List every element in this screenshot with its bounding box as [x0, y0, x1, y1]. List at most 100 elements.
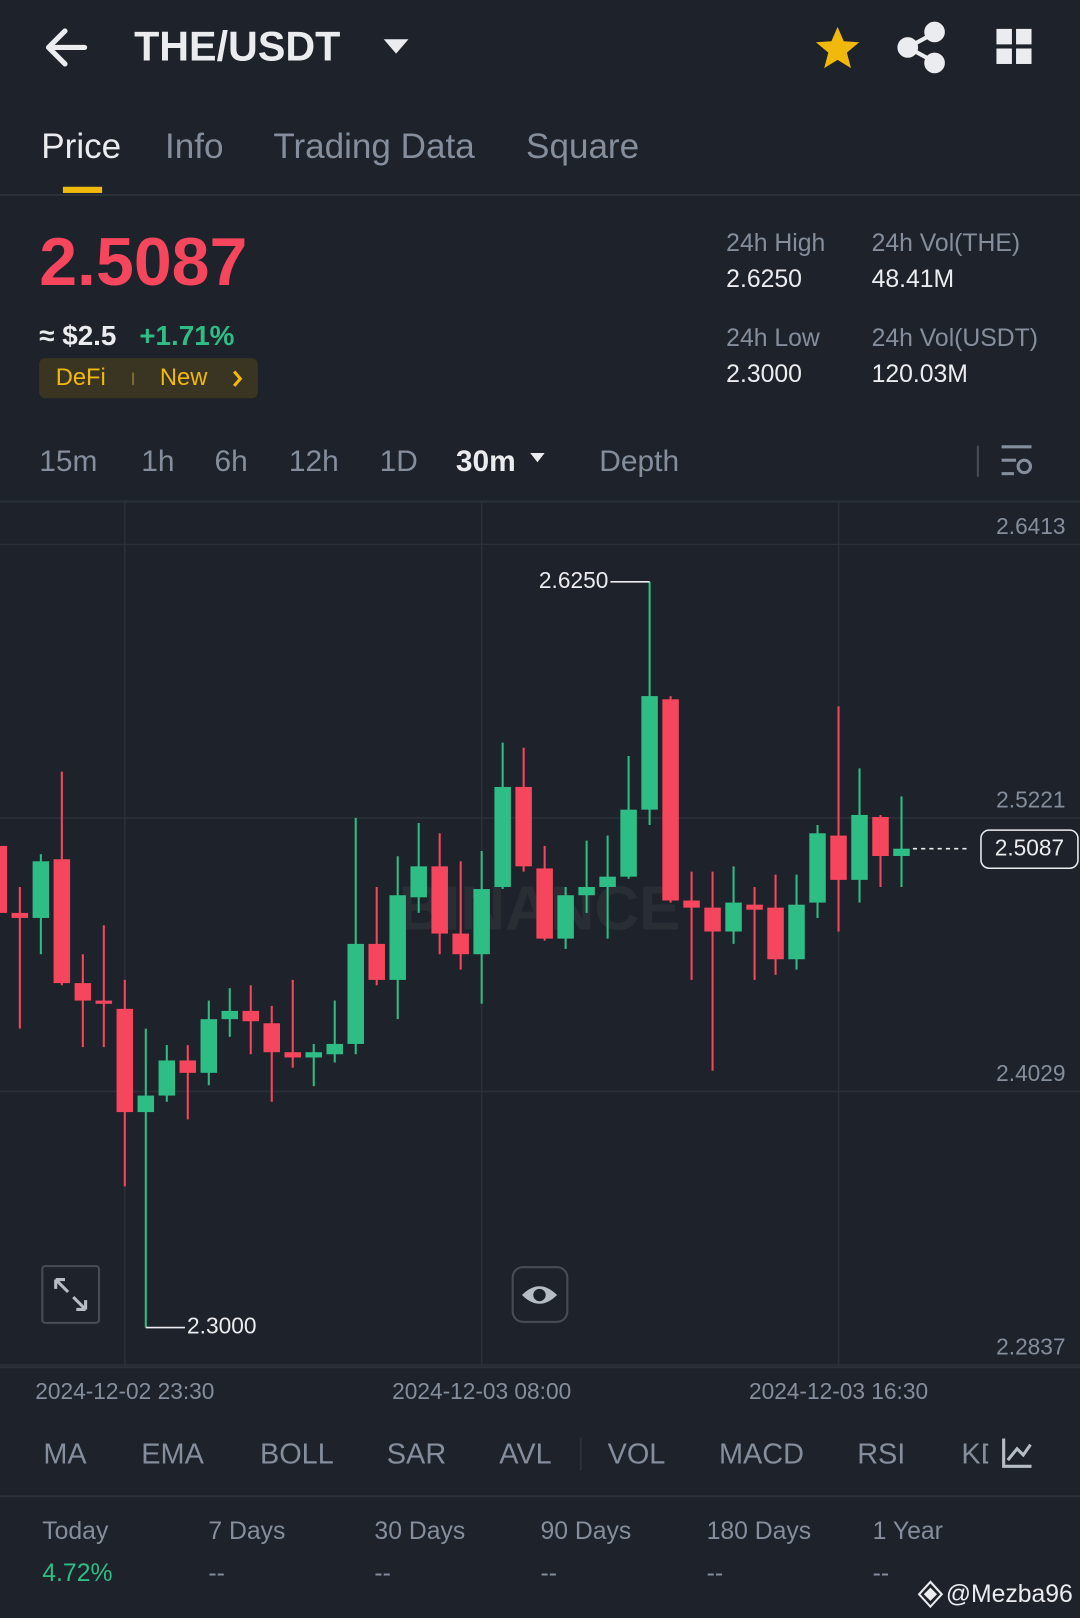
pair-dropdown[interactable] [383, 39, 409, 54]
credit: @Mezba96 [946, 1581, 1073, 1608]
candle-body [704, 907, 721, 932]
tag[interactable]: DeFi [56, 365, 106, 391]
tag[interactable]: New [160, 365, 208, 391]
candle-body [788, 904, 805, 960]
interval[interactable]: Depth [599, 445, 679, 478]
candle-body [368, 943, 385, 980]
candle-body [326, 1043, 343, 1055]
credit-icon [917, 1580, 944, 1609]
interval[interactable]: 12h [289, 445, 339, 478]
stat-label: 24h Vol(THE) [872, 230, 1021, 257]
price-change: +1.71% [139, 320, 234, 351]
period-value: 4.72% [42, 1560, 112, 1587]
period-value: -- [873, 1560, 889, 1587]
tab[interactable]: Square [526, 127, 639, 166]
interval-active[interactable]: 30m [456, 445, 516, 478]
candle-body [809, 833, 826, 903]
candle-body [830, 835, 847, 880]
stat-value: 48.41M [872, 266, 955, 293]
candle-body [242, 1010, 260, 1022]
fiat-price: ≈ $2.5 [39, 320, 116, 351]
y-tick-label: 2.4029 [996, 1060, 1065, 1086]
indicator[interactable]: MACD [719, 1439, 804, 1471]
extreme-label: 2.6250 [539, 567, 608, 593]
interval[interactable]: 6h [215, 445, 248, 478]
last-price-box [980, 829, 1079, 870]
tab-indicator [62, 186, 103, 193]
candle-body [620, 809, 637, 877]
y-tick-label: 2.5221 [996, 786, 1065, 812]
period-label: 7 Days [208, 1518, 285, 1545]
interval-dropdown[interactable] [530, 452, 545, 463]
pair-title[interactable]: THE/USDT [134, 23, 340, 69]
stat-value: 120.03M [872, 361, 968, 388]
candle-body [683, 900, 700, 908]
y-tick-label: 2.6413 [996, 513, 1065, 539]
candle-body [767, 907, 784, 960]
x-tick-label: 2024-12-03 16:30 [749, 1378, 928, 1404]
indicator[interactable]: MA [43, 1439, 87, 1471]
indicator[interactable]: RSI [857, 1439, 905, 1471]
candle-body [347, 943, 364, 1044]
indicator-settings[interactable] [1002, 1438, 1032, 1468]
candle-body [431, 866, 448, 934]
last-price: 2.5087 [39, 224, 247, 300]
chart-labels: 2.6413 2.5221 2.4029 2.2837 2024-12-02 23:30… [35, 513, 1079, 1404]
stat-value: 2.3000 [726, 361, 802, 388]
candle-body [74, 983, 92, 1001]
candle-body [662, 699, 679, 901]
tag-box[interactable] [39, 358, 258, 399]
candle-body [578, 886, 595, 896]
period-value: -- [707, 1560, 723, 1587]
back-button[interactable] [45, 28, 88, 67]
period-label: 30 Days [374, 1518, 465, 1545]
favorite-star[interactable] [815, 26, 860, 69]
candle-body [893, 848, 910, 857]
fullscreen-button[interactable] [41, 1265, 101, 1324]
candle-body [557, 895, 574, 939]
visibility-button[interactable] [511, 1266, 569, 1323]
stat-label: 24h Low [726, 325, 820, 352]
stat-label: 24h Vol(USDT) [872, 325, 1038, 352]
candle-body [263, 1023, 281, 1053]
candle-body [473, 889, 490, 955]
period-label: Today [42, 1518, 109, 1545]
indicator[interactable]: AVL [499, 1439, 551, 1471]
tab[interactable]: Price [41, 127, 121, 166]
candle-body [599, 876, 616, 887]
indicator[interactable]: VOL [608, 1439, 666, 1471]
stat-value: 2.6250 [726, 266, 802, 293]
tab[interactable]: Info [165, 127, 223, 166]
candle-body [0, 845, 8, 913]
candle-body [389, 895, 406, 980]
extreme-label: 2.3000 [187, 1313, 256, 1339]
candle-body [137, 1095, 155, 1113]
indicator[interactable]: SAR [387, 1439, 446, 1471]
period-label: 1 Year [873, 1518, 943, 1545]
candle-body [725, 902, 742, 932]
interval[interactable]: 1D [380, 445, 418, 478]
y-tick-label: 2.2837 [996, 1333, 1065, 1359]
candle-body [32, 861, 50, 918]
interval[interactable]: 15m [39, 445, 97, 478]
candle-body [11, 912, 29, 918]
period-value: -- [374, 1560, 390, 1587]
period-label: 180 Days [707, 1518, 812, 1545]
candle-body [872, 817, 889, 857]
last-price-label: 2.5087 [995, 835, 1064, 861]
share-button[interactable] [897, 21, 945, 74]
chart-settings[interactable] [1001, 445, 1033, 476]
candle-body [452, 933, 469, 955]
candle-body [116, 1008, 134, 1113]
period-label: 90 Days [541, 1518, 632, 1545]
indicator[interactable]: EMA [141, 1439, 204, 1471]
candle-body [200, 1019, 218, 1073]
tab[interactable]: Trading Data [273, 127, 475, 166]
menu-grid[interactable] [996, 28, 1032, 64]
candle-body [53, 859, 71, 984]
indicator[interactable]: BOLL [260, 1439, 334, 1471]
interval[interactable]: 1h [141, 445, 174, 478]
